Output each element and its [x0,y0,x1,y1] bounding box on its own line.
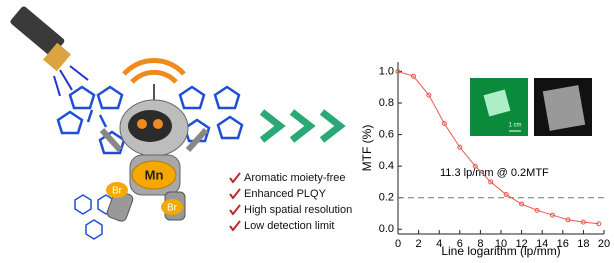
arrows [262,112,340,140]
y-tick-label: 0.0 [379,223,394,235]
y-tick-label: 0.4 [379,160,394,172]
feature-text: Aromatic moiety-free [244,172,345,184]
x-axis-label: Line logarithm (lp/mm) [441,244,560,258]
check-mark [230,221,240,230]
y-tick-label: 0.6 [379,128,394,140]
feature-list: Aromatic moiety-free Enhanced PLQY High sp… [230,172,352,232]
annotation: 11.3 lp/mm @ 0.2MTF [440,167,549,179]
check-mark [230,189,240,198]
y-axis-label: MTF (%) [360,125,374,172]
x-tick-label: 18 [577,238,589,250]
graphical-abstract: Mn Br Br Aromatic moiety-free Enhanced PL… [0,0,614,258]
inset-label: 1 cm [508,123,521,129]
halide-label: Br [167,203,178,214]
x-ray-source [9,5,88,96]
feature-text: Enhanced PLQY [244,188,327,200]
feature-text: High spatial resolution [244,204,352,216]
y-tick-label: 1.0 [379,65,394,77]
x-tick-label: 2 [416,238,422,250]
halide-label: Br [112,186,123,197]
core-label: Mn [145,167,164,182]
y-tick-label: 0.8 [379,97,394,109]
y-tick-label: 0.2 [379,192,394,204]
x-tick-label: 0 [395,238,401,250]
x-tick-label: 20 [598,238,610,250]
feature-text: Low detection limit [244,220,335,232]
check-mark [230,173,240,182]
inset-xray-object [543,85,585,131]
check-mark [230,205,240,214]
